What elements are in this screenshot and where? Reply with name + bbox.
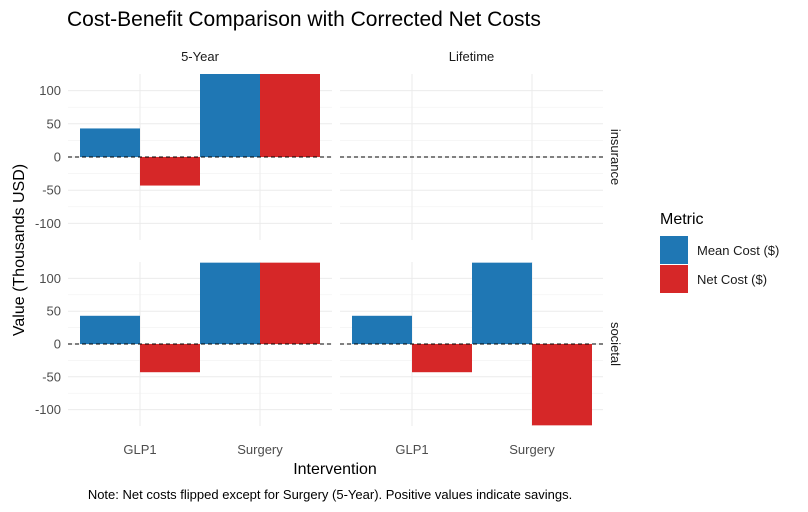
legend-label-net-cost: Net Cost ($) — [697, 272, 767, 287]
bar-5-year-insurance-surgery-net-cost — [260, 74, 320, 157]
bar-5-year-insurance-glp1-mean-cost — [80, 128, 140, 157]
y-tick-label: 0 — [54, 337, 61, 352]
bar-lifetime-societal-glp1-net-cost — [412, 344, 472, 373]
bar-lifetime-societal-surgery-net-cost — [532, 344, 592, 426]
y-tick-label: -50 — [42, 183, 61, 198]
chart-caption: Note: Net costs flipped except for Surge… — [88, 487, 572, 502]
legend-swatch-mean-cost — [660, 236, 688, 264]
x-tick-label: GLP1 — [395, 442, 428, 457]
bar-5-year-societal-surgery-net-cost — [260, 262, 320, 344]
y-tick-label: -100 — [35, 216, 61, 231]
y-tick-label: 100 — [39, 271, 61, 286]
y-tick-label: -100 — [35, 402, 61, 417]
x-tick-label: Surgery — [509, 442, 555, 457]
bar-5-year-societal-glp1-net-cost — [140, 344, 200, 373]
y-tick-label: 50 — [47, 116, 61, 131]
y-tick-label: 0 — [54, 150, 61, 165]
facet-label-insurance: insurance — [608, 129, 623, 185]
y-tick-label: 50 — [47, 304, 61, 319]
legend-swatch-net-cost — [660, 265, 688, 293]
y-tick-label: 100 — [39, 83, 61, 98]
bar-lifetime-societal-glp1-mean-cost — [352, 315, 412, 344]
bar-5-year-insurance-surgery-mean-cost — [200, 74, 260, 157]
x-tick-label: Surgery — [237, 442, 283, 457]
facet-label-societal: societal — [608, 322, 623, 366]
y-axis-label: Value (Thousands USD) — [11, 164, 28, 336]
bar-5-year-societal-surgery-mean-cost — [200, 262, 260, 344]
legend-title: Metric — [660, 211, 704, 228]
chart-title: Cost-Benefit Comparison with Corrected N… — [67, 8, 541, 31]
legend-label-mean-cost: Mean Cost ($) — [697, 243, 779, 258]
y-tick-label: -50 — [42, 369, 61, 384]
facet-label-5-year: 5-Year — [181, 49, 219, 64]
bar-5-year-societal-glp1-mean-cost — [80, 315, 140, 344]
x-tick-label: GLP1 — [123, 442, 156, 457]
bar-5-year-insurance-glp1-net-cost — [140, 157, 200, 186]
bar-lifetime-societal-surgery-mean-cost — [472, 262, 532, 344]
x-axis-label: Intervention — [293, 461, 377, 478]
facet-label-lifetime: Lifetime — [449, 49, 495, 64]
